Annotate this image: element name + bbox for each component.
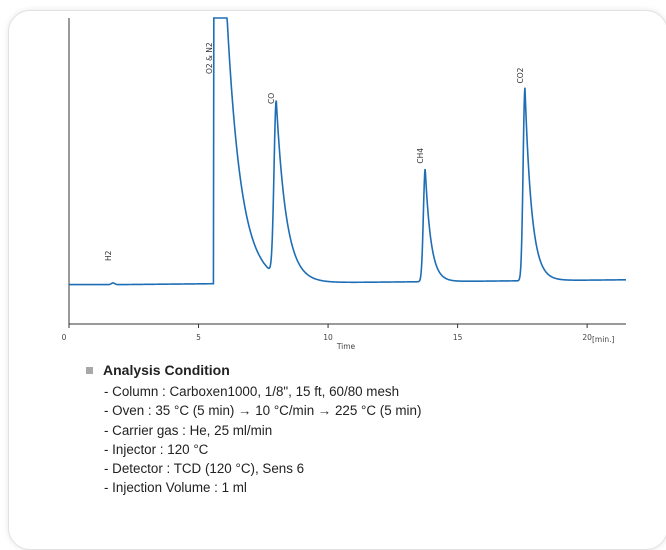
x-tick-label: 5 [196, 333, 201, 342]
x-axis-label: Time [336, 342, 356, 351]
x-ticks [68, 324, 588, 328]
chromatogram-chart: 0 5 10 15 20 Time [min.] H2 O2 & N2 CO CH4 CO2 [62, 17, 627, 351]
chromatogram-trace [69, 17, 627, 286]
peak-label: CO [267, 93, 276, 104]
chromatogram-card [8, 10, 666, 550]
conditions-heading: Analysis Condition [86, 360, 646, 380]
conditions-list: - Column : Carboxen1000, 1/8", 15 ft, 60… [104, 382, 646, 498]
x-tick-labels: 0 5 10 15 20 [62, 333, 593, 342]
condition-injector: - Injector : 120 °C [104, 441, 209, 457]
condition-oven: - Oven : 35 °C (5 min) → 10 °C/min → 225… [104, 403, 422, 419]
x-tick-label: 10 [323, 333, 333, 342]
x-tick-label: 20 [582, 333, 592, 342]
peak-label: CH4 [416, 148, 425, 164]
conditions-title: Analysis Condition [103, 362, 230, 378]
x-tick-label: 0 [62, 333, 67, 342]
square-bullet-icon [86, 366, 93, 374]
analysis-conditions: Analysis Condition - Column : Carboxen10… [86, 360, 646, 498]
peak-label: H2 [104, 250, 113, 261]
peak-labels: H2 O2 & N2 CO CH4 CO2 [104, 42, 525, 261]
condition-injection-volume: - Injection Volume : 1 ml [104, 480, 247, 496]
x-unit-label: [min.] [592, 335, 614, 344]
condition-carrier-gas: - Carrier gas : He, 25 ml/min [104, 422, 273, 438]
peak-label: CO2 [516, 67, 525, 83]
x-tick-label: 15 [453, 333, 463, 342]
condition-column: - Column : Carboxen1000, 1/8", 15 ft, 60… [104, 384, 400, 399]
condition-detector: - Detector : TCD (120 °C), Sens 6 [104, 461, 305, 477]
peak-label: O2 & N2 [205, 42, 214, 74]
